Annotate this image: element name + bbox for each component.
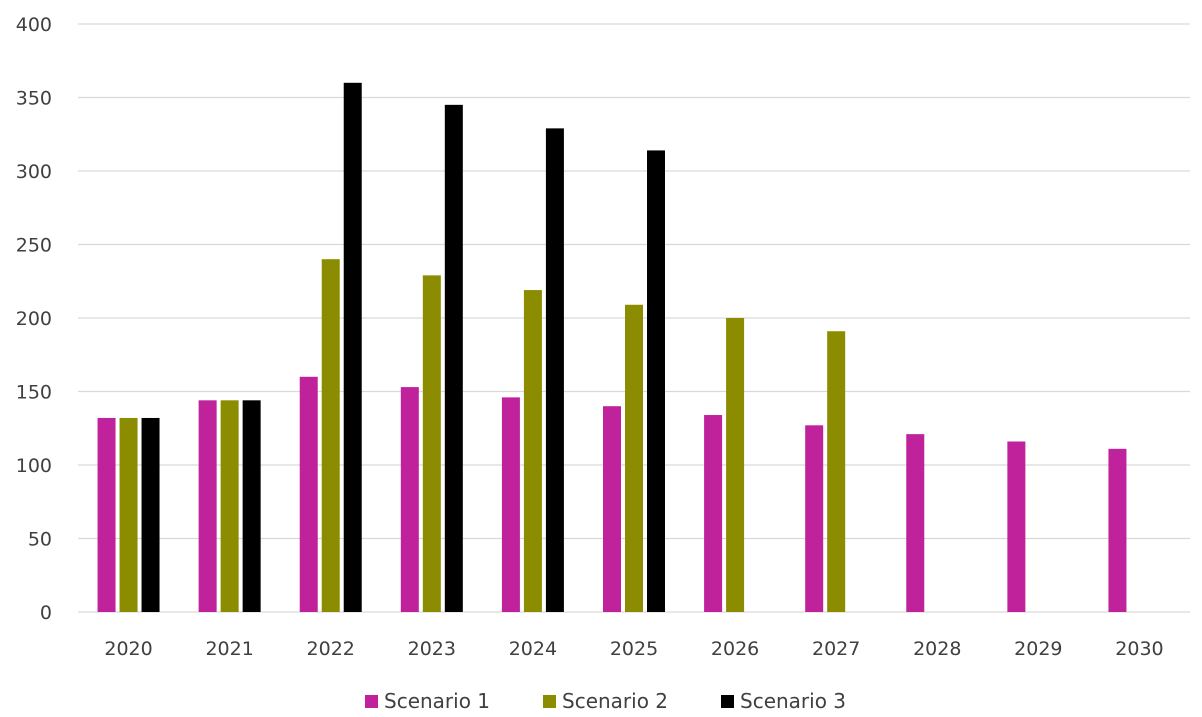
bar-series-1-2022 (299, 376, 318, 612)
x-tick-label: 2027 (812, 638, 860, 660)
legend-swatch (721, 695, 734, 708)
bar-series-2-2024 (523, 290, 542, 612)
bar-series-1-2029 (1007, 441, 1026, 612)
x-tick-label: 2023 (408, 638, 456, 660)
bar-series-1-2024 (501, 397, 520, 612)
y-axis-tick-labels: 0 50 100 150 200 250 300 350 400 (16, 14, 52, 624)
legend-item-series-1: Scenario 1 (365, 689, 490, 713)
y-tick-label: 50 (28, 529, 52, 551)
bar-series-3-2021 (242, 400, 261, 612)
bar-series-1-2023 (400, 387, 419, 612)
bar-series-1-2027 (805, 425, 824, 612)
y-tick-label: 400 (16, 14, 52, 36)
bar-series-2-2020 (119, 417, 138, 612)
x-tick-label: 2026 (711, 638, 759, 660)
bar-series-2-2023 (422, 275, 441, 612)
legend-label: Scenario 2 (562, 689, 668, 713)
bar-series-2-2026 (726, 318, 745, 612)
x-tick-label: 2022 (307, 638, 355, 660)
bar-series-1-2020 (97, 417, 116, 612)
y-tick-label: 300 (16, 161, 52, 183)
y-tick-label: 200 (16, 308, 52, 330)
bar-series-2-2022 (321, 259, 340, 612)
y-tick-label: 350 (16, 88, 52, 110)
bar-series-1-2025 (603, 406, 621, 612)
x-tick-label: 2025 (610, 638, 658, 660)
bar-series-1-2030 (1108, 448, 1127, 612)
bar-series-3-2023 (444, 104, 463, 612)
legend-item-series-3: Scenario 3 (721, 689, 846, 713)
y-tick-label: 150 (16, 382, 52, 404)
y-tick-label: 250 (16, 235, 52, 257)
bar-series-1-2028 (906, 434, 925, 612)
x-tick-label: 2020 (104, 638, 152, 660)
legend-swatch (365, 695, 378, 708)
bars (97, 82, 1127, 613)
bar-series-3-2024 (545, 128, 564, 612)
x-tick-label: 2021 (205, 638, 253, 660)
y-tick-label: 100 (16, 455, 52, 477)
bar-series-1-2026 (704, 415, 723, 612)
bar-series-3-2022 (343, 82, 362, 613)
x-axis-tick-labels: 2020 2021 2022 2023 2024 2025 2026 2027 2028 2029… (104, 638, 1163, 660)
legend: Scenario 1 Scenario 2 Scenario 3 (365, 689, 846, 713)
bar-series-3-2025 (647, 150, 665, 613)
legend-label: Scenario 3 (740, 689, 846, 713)
x-tick-label: 2030 (1115, 638, 1163, 660)
bar-series-2-2021 (220, 400, 239, 612)
bar-series-3-2020 (141, 417, 160, 612)
bar-series-2-2027 (827, 331, 846, 612)
legend-swatch (543, 695, 556, 708)
x-tick-label: 2028 (913, 638, 961, 660)
legend-label: Scenario 1 (384, 689, 490, 713)
legend-item-series-2: Scenario 2 (543, 689, 668, 713)
bar-series-1-2021 (198, 400, 217, 612)
bar-series-2-2025 (625, 304, 643, 612)
x-tick-label: 2024 (509, 638, 557, 660)
x-tick-label: 2029 (1014, 638, 1062, 660)
y-tick-label: 0 (40, 602, 52, 624)
